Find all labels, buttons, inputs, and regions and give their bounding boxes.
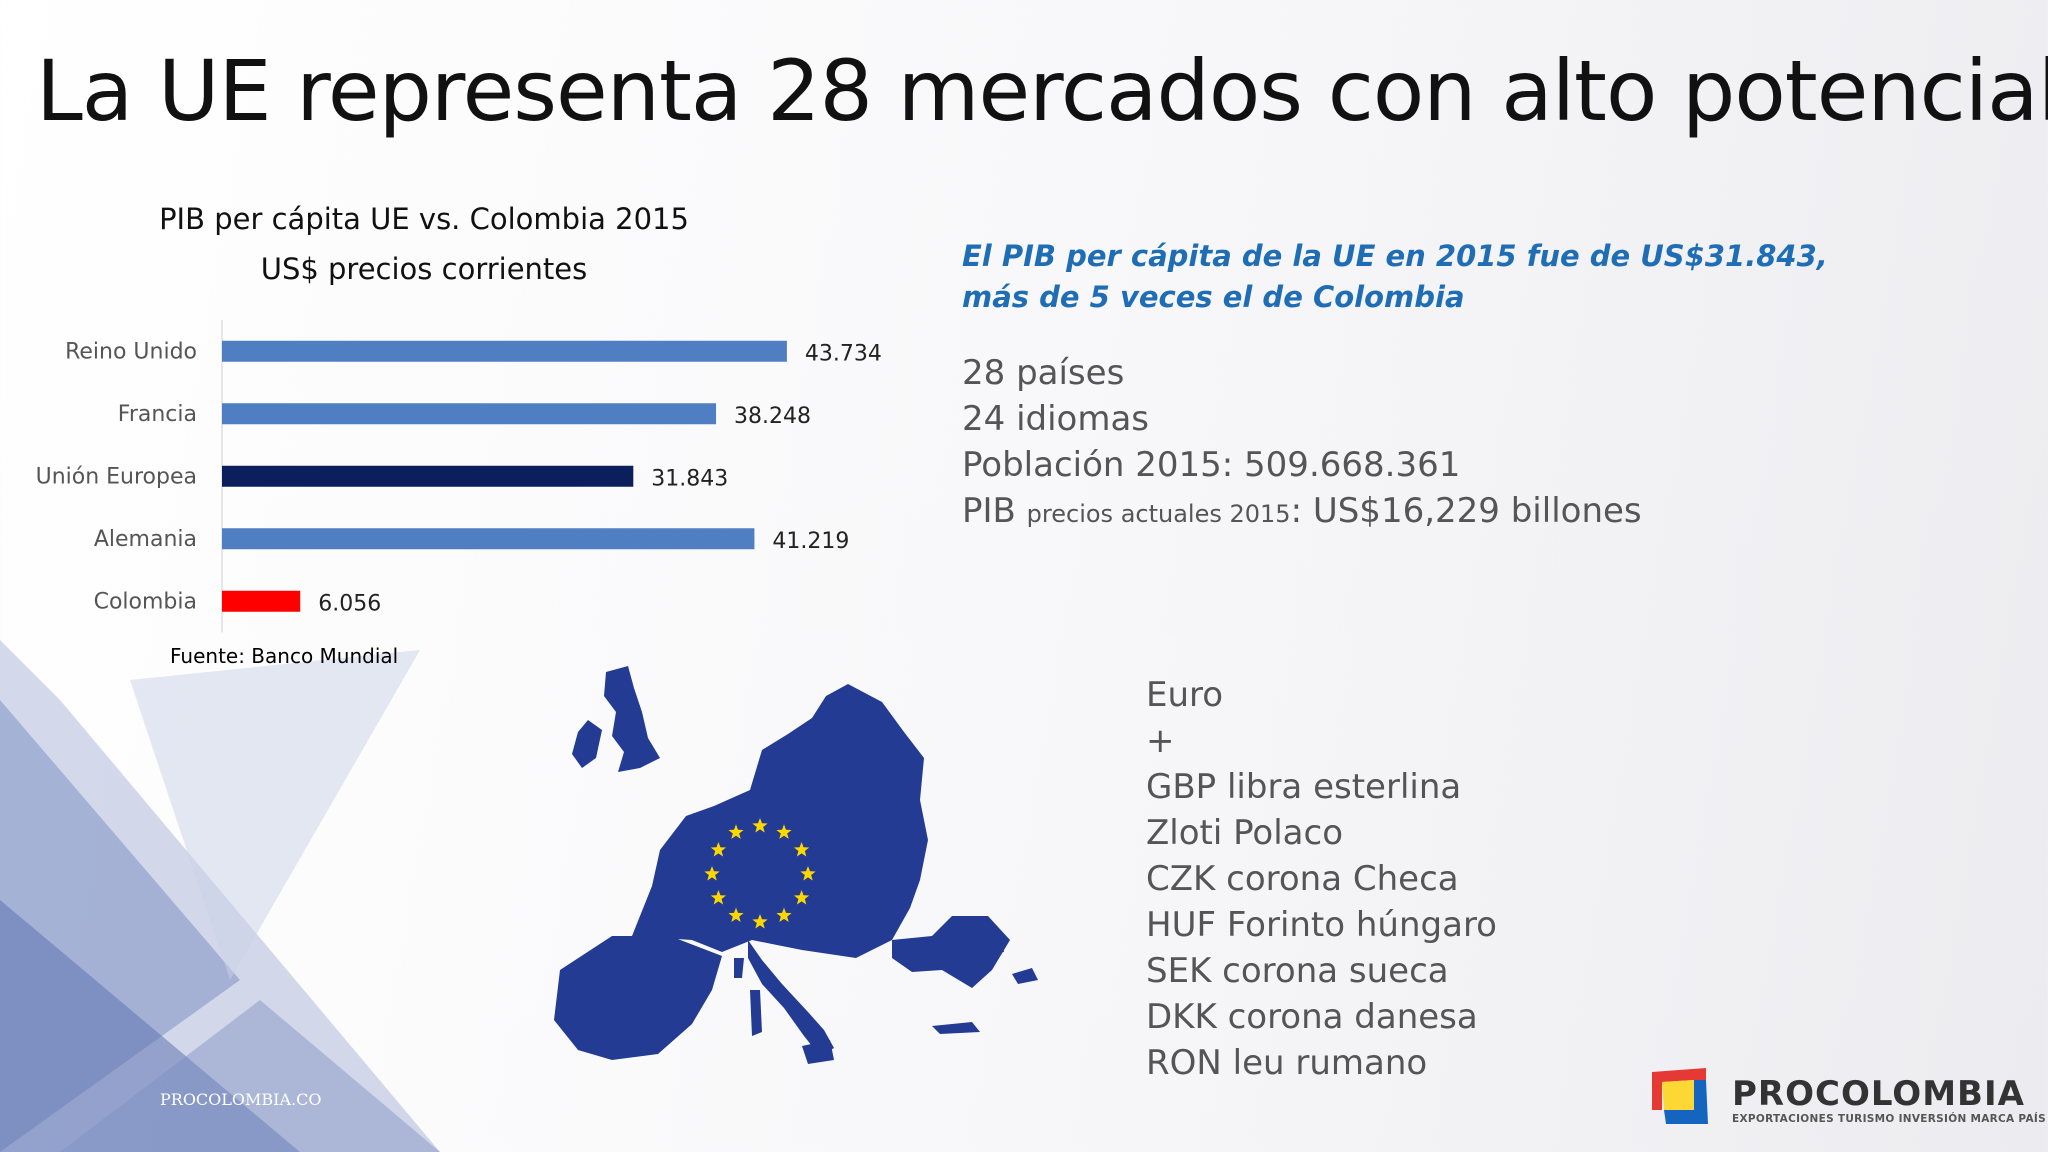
data-label: 43.734 bbox=[805, 341, 882, 366]
bar bbox=[222, 340, 787, 362]
currency-item: DKK corona danesa bbox=[1146, 997, 1478, 1037]
category-label: Alemania bbox=[94, 527, 197, 552]
eu-star-icon bbox=[728, 907, 744, 922]
category-label: Colombia bbox=[94, 589, 197, 614]
eu-map-icon bbox=[554, 666, 1038, 1064]
data-label: 6.056 bbox=[318, 591, 381, 616]
chart-subtitle: US$ precios corrientes bbox=[260, 252, 588, 286]
eu-star-icon bbox=[776, 824, 792, 839]
currency-item: Zloti Polaco bbox=[1146, 813, 1343, 853]
chart-title: PIB per cápita UE vs. Colombia 2015 bbox=[159, 202, 689, 236]
fact-countries: 28 países bbox=[962, 353, 1125, 393]
footer-url: PROCOLOMBIA.CO bbox=[160, 1090, 322, 1109]
bar bbox=[222, 465, 634, 487]
eu-star-icon bbox=[794, 842, 810, 857]
eu-star-icon bbox=[710, 842, 726, 857]
bar bbox=[222, 528, 755, 550]
brand-name: PROCOLOMBIA bbox=[1732, 1074, 2025, 1114]
bar bbox=[222, 590, 301, 612]
procolombia-logo-icon bbox=[1652, 1068, 1708, 1124]
data-label: 41.219 bbox=[772, 529, 849, 554]
eu-star-icon bbox=[710, 890, 726, 905]
eu-star-icon bbox=[752, 914, 768, 929]
data-label: 31.843 bbox=[651, 466, 728, 491]
slide-title: La UE representa 28 mercados con alto po… bbox=[36, 42, 2048, 140]
eu-star-icon bbox=[800, 866, 816, 881]
fact-languages: 24 idiomas bbox=[962, 399, 1150, 439]
category-label: Unión Europea bbox=[36, 464, 197, 489]
category-label: Francia bbox=[118, 402, 197, 427]
fact-population: Población 2015: 509.668.361 bbox=[962, 445, 1461, 485]
bar bbox=[222, 403, 717, 425]
currency-item: + bbox=[1146, 721, 1175, 761]
currency-item: SEK corona sueca bbox=[1146, 951, 1449, 991]
eu-star-icon bbox=[776, 907, 792, 922]
data-label: 38.248 bbox=[734, 404, 811, 429]
currency-item: Euro bbox=[1146, 675, 1224, 715]
category-label: Reino Unido bbox=[65, 339, 197, 364]
eu-star-icon bbox=[728, 824, 744, 839]
brand-tagline: EXPORTACIONES TURISMO INVERSIÓN MARCA PA… bbox=[1732, 1113, 2046, 1125]
chart-source: Fuente: Banco Mundial bbox=[170, 644, 399, 668]
highlight-text: El PIB per cápita de la UE en 2015 fue d… bbox=[962, 239, 1828, 314]
eu-star-icon bbox=[752, 818, 768, 833]
currency-item: GBP libra esterlina bbox=[1146, 767, 1462, 807]
facts-list: 28 países 24 idiomas Población 2015: 509… bbox=[962, 350, 1642, 537]
bar-chart: Reino Unido 43.734 Francia 38.248 Unión Euro… bbox=[36, 320, 882, 633]
currency-list: Euro + GBP libra esterlina Zloti Polaco … bbox=[1146, 672, 1497, 1086]
fact-gdp: PIB precios actuales 2015: US$16,229 bil… bbox=[962, 488, 1642, 537]
fact-gdp-small: precios actuales 2015 bbox=[1026, 500, 1291, 528]
eu-star-icon bbox=[704, 866, 720, 881]
currency-item: HUF Forinto húngaro bbox=[1146, 905, 1497, 945]
currency-item: RON leu rumano bbox=[1146, 1043, 1428, 1083]
eu-star-icon bbox=[794, 890, 810, 905]
fact-gdp-prefix: PIB bbox=[962, 491, 1016, 531]
currency-item: CZK corona Checa bbox=[1146, 859, 1459, 899]
fact-gdp-value: : US$16,229 billones bbox=[1290, 491, 1642, 531]
